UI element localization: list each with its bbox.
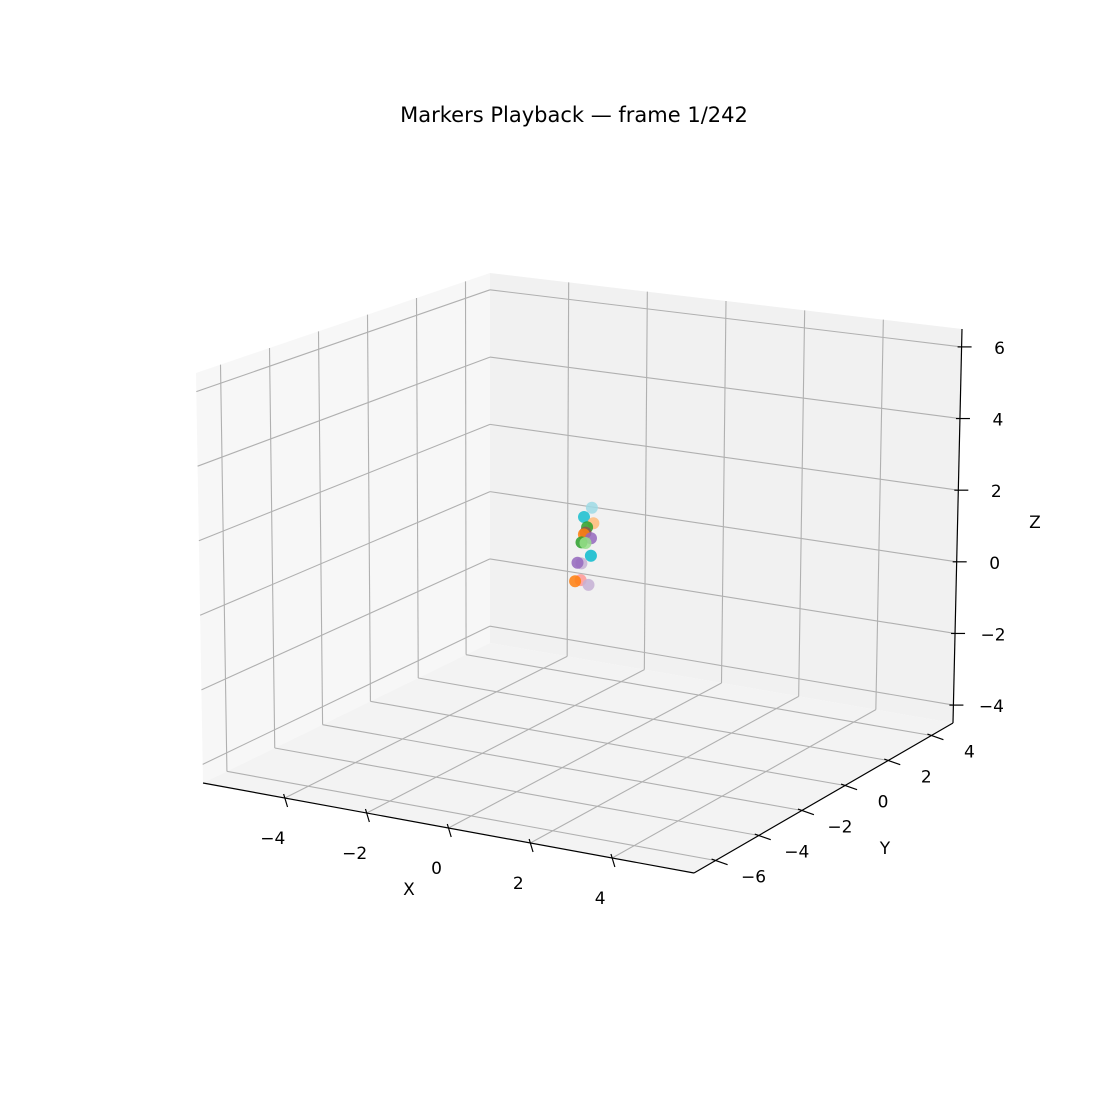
x-tick <box>283 793 289 808</box>
x-grid-wall <box>566 282 570 657</box>
y-tick <box>884 758 901 766</box>
y-axis-label: Y <box>879 839 891 859</box>
marker-point-1 <box>578 511 590 523</box>
y-tick-label: −6 <box>741 868 766 888</box>
y-grid-wall <box>464 281 467 655</box>
y-tick <box>711 858 728 866</box>
z-tick-label: 6 <box>994 339 1005 359</box>
z-grid-xz-wall <box>489 356 961 420</box>
y-tick-label: 2 <box>921 768 932 788</box>
scatter-points <box>569 501 600 591</box>
x-grid-wall <box>643 291 648 670</box>
y-grid-wall <box>317 331 324 725</box>
xz-pane <box>490 273 962 723</box>
y-grid-floor <box>418 677 889 762</box>
marker-point-14 <box>569 575 582 588</box>
z-tick-label: −4 <box>979 697 1004 717</box>
z-grid-yz-wall <box>199 491 491 616</box>
z-grid-xz-wall <box>489 289 962 348</box>
y-tick-label: 0 <box>878 793 889 813</box>
y-grid-wall <box>268 347 276 749</box>
z-tick-label: 2 <box>991 482 1002 502</box>
grid-lines <box>196 281 962 862</box>
x-grid-floor <box>530 695 799 844</box>
xy-pane <box>203 643 953 873</box>
z-tick-label: −2 <box>981 625 1006 645</box>
marker-point-8 <box>579 537 592 549</box>
z-grid-yz-wall <box>202 625 491 765</box>
x-tick <box>610 853 616 868</box>
x-tick <box>446 823 452 838</box>
z-tick-label: 4 <box>993 411 1004 431</box>
z-axis-line <box>952 328 963 724</box>
x-tick-label: −4 <box>260 829 285 849</box>
marker-point-0 <box>585 501 598 514</box>
y-grid-wall <box>219 364 228 772</box>
x-grid-wall <box>720 300 727 684</box>
x-grid-floor <box>284 655 568 799</box>
z-grid-xz-wall <box>489 558 956 634</box>
z-axis-label: Z <box>1029 513 1041 533</box>
y-grid-wall <box>415 297 419 679</box>
y-tick <box>927 733 944 741</box>
z-tick-label: 0 <box>989 554 1000 574</box>
y-tick-label: 4 <box>964 743 975 763</box>
y-grid-floor <box>274 747 759 837</box>
x-grid-floor <box>366 669 645 814</box>
x-tick <box>364 808 370 823</box>
y-tick <box>797 808 815 816</box>
z-grid-yz-wall <box>197 356 491 467</box>
x-grid-floor <box>611 709 877 859</box>
x-tick-label: 0 <box>431 859 442 879</box>
y-grid-floor <box>465 654 932 737</box>
x-tick-label: 2 <box>513 874 524 894</box>
y-tick-label: −2 <box>827 818 852 838</box>
x-tick <box>528 838 534 853</box>
z-grid-xz-wall <box>489 625 954 706</box>
marker-point-10 <box>584 549 597 562</box>
marker-point-15 <box>582 578 595 591</box>
x-tick-label: 4 <box>595 889 606 909</box>
x-grid-floor <box>448 682 722 829</box>
z-grid-yz-wall <box>198 423 491 542</box>
z-grid-xz-wall <box>489 423 959 491</box>
x-tick-label: −2 <box>342 844 367 864</box>
z-grid-yz-wall <box>201 558 491 691</box>
chart-title: Markers Playback — frame 1/242 <box>400 103 748 127</box>
x-grid-wall <box>798 310 806 697</box>
y-grid-wall <box>366 314 371 702</box>
y-grid-floor <box>322 724 803 812</box>
z-grid-yz-wall <box>196 289 491 393</box>
y-tick <box>840 783 858 791</box>
axis-ticks: −4 −2 0 2 4 −6 −4 −2 0 2 4 −4 −2 0 2 4 6 <box>260 339 1005 909</box>
y-axis-line <box>693 722 954 874</box>
y-grid-floor <box>226 770 716 862</box>
marker-point-12 <box>571 556 584 569</box>
x-grid-wall <box>875 319 884 710</box>
y-tick <box>754 833 771 841</box>
y-grid-floor <box>370 700 846 787</box>
x-axis-label: X <box>403 880 415 900</box>
z-grid-xz-wall <box>489 491 957 563</box>
y-tick-label: −4 <box>784 843 809 863</box>
